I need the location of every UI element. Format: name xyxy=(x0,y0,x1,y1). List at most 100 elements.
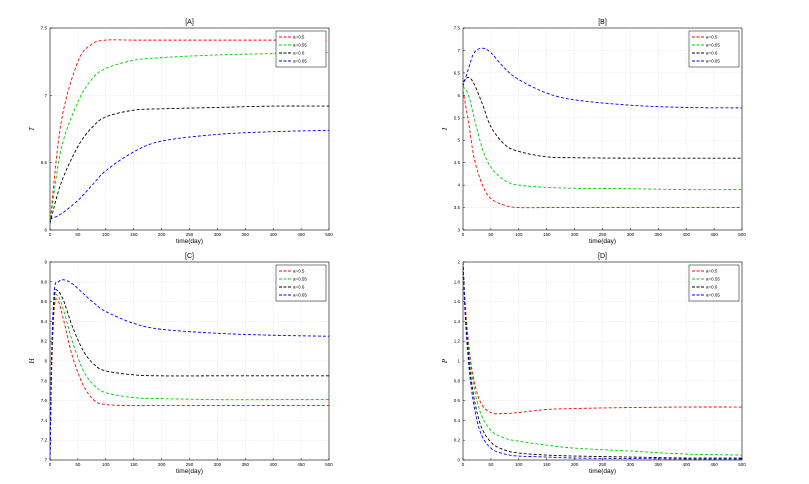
chart-title: [A] xyxy=(185,19,194,26)
y-tick-label: 7 xyxy=(457,48,460,53)
x-tick-label: 100 xyxy=(515,462,523,467)
y-tick-label: 1.8 xyxy=(454,279,461,284)
x-tick-label: 250 xyxy=(186,232,194,237)
y-tick-label: 6 xyxy=(457,93,460,98)
legend-label: a=0.55 xyxy=(293,277,307,282)
y-axis-label: I xyxy=(441,127,449,131)
y-tick-label: 7 xyxy=(44,93,47,98)
y-tick-label: 7.6 xyxy=(41,398,48,403)
legend-label: a=0.5 xyxy=(706,269,718,274)
x-tick-label: 500 xyxy=(325,462,333,467)
legend-label: a=0.65 xyxy=(293,59,307,64)
y-tick-label: 8.2 xyxy=(41,339,48,344)
x-tick-label: 0 xyxy=(49,232,52,237)
x-tick-label: 500 xyxy=(738,232,746,237)
chart-title: [D] xyxy=(598,253,607,260)
x-tick-label: 350 xyxy=(655,462,663,467)
legend-label: a=0.55 xyxy=(706,277,720,282)
x-tick-label: 500 xyxy=(325,232,333,237)
chart-panel-d: 0 50 100 150 200 250 300 350 400 450 500 0 0.2 0.4 0.6… xyxy=(441,253,746,475)
x-tick-label: 200 xyxy=(571,232,579,237)
y-tick-label: 1.6 xyxy=(454,299,461,304)
x-tick-label: 450 xyxy=(297,232,305,237)
x-tick-label: 50 xyxy=(75,462,81,467)
legend: a=0.5 a=0.55 a=0.6 a=0.65 xyxy=(688,30,740,68)
chart-title: [B] xyxy=(598,19,607,26)
series-line-a-0-5 xyxy=(463,90,742,209)
x-tick-label: 50 xyxy=(488,462,494,467)
x-tick-label: 300 xyxy=(214,462,222,467)
legend-label: a=0.6 xyxy=(293,285,305,290)
x-tick-label: 500 xyxy=(738,462,746,467)
y-tick-label: 6.5 xyxy=(41,160,48,165)
legend-label: a=0.5 xyxy=(293,269,305,274)
x-tick-label: 400 xyxy=(269,232,277,237)
x-tick-label: 200 xyxy=(158,462,166,467)
y-tick-label: 2 xyxy=(457,260,460,265)
x-tick-label: 150 xyxy=(130,462,138,467)
x-tick-label: 150 xyxy=(543,462,551,467)
legend-label: a=0.65 xyxy=(706,293,720,298)
legend-label: a=0.6 xyxy=(706,51,718,56)
series-line-a-0-55 xyxy=(50,294,329,460)
x-tick-label: 300 xyxy=(627,232,635,237)
series-line-a-0-6 xyxy=(50,105,329,224)
x-tick-label: 250 xyxy=(599,232,607,237)
x-tick-label: 100 xyxy=(102,462,110,467)
x-axis-label: time(day) xyxy=(176,238,203,245)
y-tick-label: 3.5 xyxy=(454,205,461,210)
x-tick-label: 400 xyxy=(682,462,690,467)
x-tick-label: 300 xyxy=(214,232,222,237)
legend-label: a=0.65 xyxy=(706,59,720,64)
series-line-a-0-55 xyxy=(463,262,742,456)
x-tick-label: 100 xyxy=(102,232,110,237)
y-axis-label: P xyxy=(441,358,449,364)
x-tick-label: 300 xyxy=(627,462,635,467)
y-tick-label: 7.2 xyxy=(41,438,48,443)
x-tick-label: 350 xyxy=(242,462,250,467)
y-tick-label: 0 xyxy=(457,458,460,463)
x-tick-label: 200 xyxy=(158,232,166,237)
series-line-a-0-65 xyxy=(50,279,329,460)
y-tick-label: 8 xyxy=(44,359,47,364)
series-line-a-0-55 xyxy=(50,51,329,224)
legend: a=0.5 a=0.55 a=0.6 a=0.65 xyxy=(688,264,740,302)
y-tick-label: 7.4 xyxy=(41,418,48,423)
y-tick-label: 4.5 xyxy=(454,160,461,165)
legend: a=0.5 a=0.55 a=0.6 a=0.65 xyxy=(275,30,327,68)
x-tick-label: 100 xyxy=(515,232,523,237)
x-tick-label: 400 xyxy=(269,462,277,467)
chart-panel-a: 0 50 100 150 200 250 300 350 400 450 500 6 6.5 7 7.5 [A… xyxy=(28,19,333,245)
chart-panel-c: 0 50 100 150 200 250 300 350 400 450 500 7 7.2 7.4 7.6… xyxy=(28,253,333,475)
x-tick-label: 50 xyxy=(75,232,81,237)
y-tick-label: 9 xyxy=(44,260,47,265)
series-line-a-0-5 xyxy=(463,262,742,415)
x-tick-label: 0 xyxy=(462,232,465,237)
chart-title: [C] xyxy=(185,253,194,260)
x-tick-label: 0 xyxy=(49,462,52,467)
series-line-a-0-6 xyxy=(463,262,742,459)
y-tick-label: 3 xyxy=(457,228,460,233)
y-tick-label: 6 xyxy=(44,228,47,233)
chart-panel-b: 0 50 100 150 200 250 300 350 400 450 500 3 3.5 4 4.5 5 5… xyxy=(441,19,746,245)
y-tick-label: 7.8 xyxy=(41,378,48,383)
legend-label: a=0.65 xyxy=(293,293,307,298)
y-tick-label: 0.4 xyxy=(454,418,461,423)
y-tick-label: 7.5 xyxy=(41,26,48,31)
y-tick-label: 0.2 xyxy=(454,438,461,443)
legend-label: a=0.5 xyxy=(706,35,718,40)
y-tick-label: 1.4 xyxy=(454,319,461,324)
legend-label: a=0.6 xyxy=(706,285,718,290)
y-tick-label: 8.8 xyxy=(41,279,48,284)
series-line-a-0-5 xyxy=(50,39,329,224)
y-tick-label: 0.6 xyxy=(454,398,461,403)
x-tick-label: 150 xyxy=(130,232,138,237)
y-tick-label: 6.5 xyxy=(454,70,461,75)
legend-label: a=0.55 xyxy=(293,43,307,48)
y-tick-label: 5 xyxy=(457,138,460,143)
y-tick-label: 4 xyxy=(457,183,460,188)
legend-label: a=0.5 xyxy=(293,35,305,40)
x-tick-label: 0 xyxy=(462,462,465,467)
x-tick-label: 150 xyxy=(543,232,551,237)
